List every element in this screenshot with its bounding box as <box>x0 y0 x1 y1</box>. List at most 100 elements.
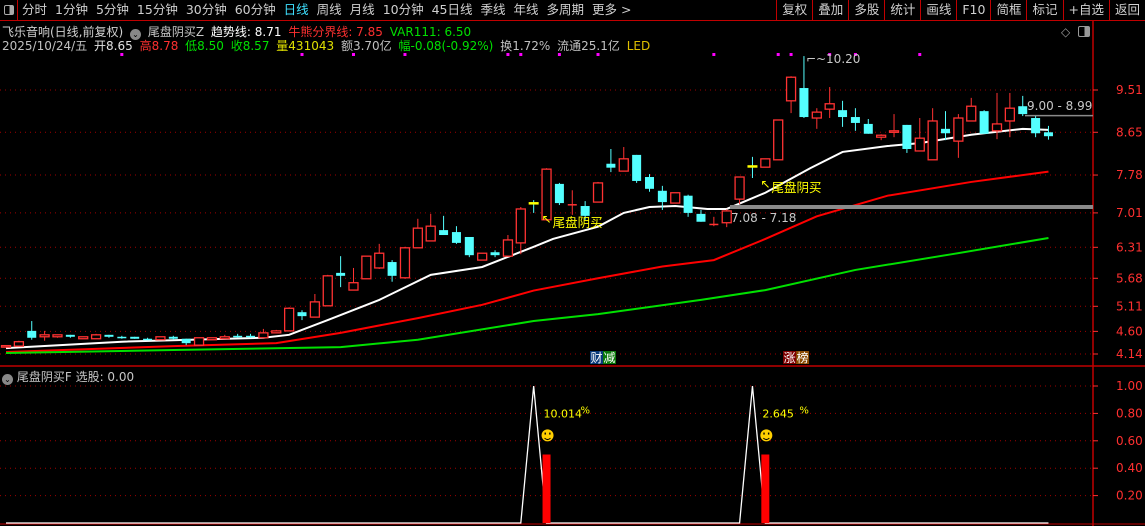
ma-line-1 <box>5 170 1049 354</box>
tool-buttons: 复权 叠加 多股 统计 画线 F10 简框 标记 +自选 返回 <box>776 0 1145 20</box>
price-tick-label: 5.68 <box>1116 271 1143 285</box>
smiley-mouth <box>762 437 770 441</box>
candle-down <box>104 334 114 337</box>
period-6[interactable]: 日线 <box>283 2 309 17</box>
pct-label: 10.014 <box>544 408 583 421</box>
toolbar-button-0[interactable]: 复权 <box>776 0 812 20</box>
candle-up <box>953 117 964 142</box>
period-4[interactable]: 30分钟 <box>185 2 227 17</box>
period-5[interactable]: 60分钟 <box>234 2 276 17</box>
signal-candle <box>747 165 758 168</box>
candle-down <box>683 195 693 213</box>
candle-up <box>219 336 230 340</box>
period-1[interactable]: 1分钟 <box>55 2 88 17</box>
stock-title: 飞乐音响(日线,前复权) <box>2 25 124 39</box>
price-tick-label: 4.60 <box>1116 324 1143 338</box>
event-tag-bg <box>783 351 797 364</box>
candle-down <box>979 111 989 134</box>
candle-down <box>130 336 140 339</box>
period-8[interactable]: 月线 <box>349 2 375 17</box>
candle-up <box>773 119 784 161</box>
formula-dropdown-icon[interactable]: ⌄ <box>130 29 142 40</box>
quote-line: 2025/10/24/五 开8.65 高8.78 低8.50 收8.57 量43… <box>2 37 653 54</box>
ind-tick-label: 0.60 <box>1116 434 1143 448</box>
period-7[interactable]: 周线 <box>316 2 342 17</box>
candle-down <box>709 223 719 226</box>
price-tick-label: 8.65 <box>1116 125 1143 139</box>
period-14[interactable]: 更多 > <box>592 2 632 17</box>
candle-down <box>181 338 191 344</box>
candle-up <box>966 105 977 122</box>
price-tick-label: 4.14 <box>1116 347 1143 361</box>
candle-down <box>464 236 474 256</box>
price-tick-label: 7.01 <box>1116 206 1143 220</box>
event-tag-bg <box>796 351 810 364</box>
price-tick-label: 9.51 <box>1116 83 1143 97</box>
candle-down <box>941 128 951 134</box>
indicator-dropdown-icon[interactable]: ⌄ <box>2 374 13 385</box>
smiley-eye <box>544 432 546 435</box>
period-13[interactable]: 多周期 <box>546 2 585 17</box>
event-tag: 榜 <box>797 350 809 365</box>
trend-value: 趋势线: 8.71 <box>210 25 282 39</box>
ind-tick-label: 0.20 <box>1116 489 1143 503</box>
ind-tick-label: 1.00 <box>1116 379 1143 393</box>
candle-up <box>888 130 900 133</box>
toolbar-button-4[interactable]: 画线 <box>920 0 956 20</box>
quote-float: 流通25.1亿 <box>557 39 620 53</box>
signal-label: 尾盘阴买 <box>771 180 821 195</box>
pct-unit: % <box>581 405 591 416</box>
panel-toggle-icon[interactable] <box>0 0 18 20</box>
period-2[interactable]: 5分钟 <box>95 2 129 17</box>
period-12[interactable]: 年线 <box>513 2 539 17</box>
toolbar-button-9[interactable]: 返回 <box>1108 0 1145 20</box>
candle-up <box>78 336 89 340</box>
high-price-label: ⌐~10.20 <box>806 52 860 66</box>
period-9[interactable]: 10分钟 <box>382 2 424 17</box>
layout-toggle-icon[interactable] <box>1078 26 1090 37</box>
toolbar-button-1[interactable]: 叠加 <box>812 0 848 20</box>
period-10[interactable]: 45日线 <box>431 2 473 17</box>
candle-down <box>580 206 590 216</box>
period-11[interactable]: 季线 <box>480 2 506 17</box>
smiley-eye <box>549 432 551 435</box>
quote-sector[interactable]: LED <box>626 39 651 53</box>
candle-up <box>258 332 269 339</box>
candle-down <box>439 230 449 236</box>
indicator-title[interactable]: 尾盘阴买F <box>16 370 72 384</box>
toolbar-button-8[interactable]: +自选 <box>1062 0 1109 20</box>
candle-up <box>271 330 282 334</box>
candle-up <box>0 344 12 348</box>
quote-high: 8.78 <box>151 39 179 53</box>
toolbar: 分时 1分钟 5分钟 15分钟 30分钟 60分钟 日线 周线 月线 10分钟 45日线 季线 年线 多周… <box>0 0 1145 21</box>
candle-down <box>838 110 848 118</box>
period-0[interactable]: 分时 <box>22 2 48 17</box>
marker-dot <box>120 53 124 56</box>
candle-down <box>297 312 307 317</box>
candle-up <box>425 225 436 242</box>
formula-name[interactable]: 尾盘阴买Z <box>147 25 205 39</box>
marker-dot <box>712 53 716 56</box>
signal-arrow-icon: ↖ <box>542 212 552 226</box>
price-tick-label: 6.31 <box>1116 240 1143 254</box>
toolbar-button-5[interactable]: F10 <box>956 0 990 20</box>
candle-up <box>206 337 218 341</box>
toolbar-button-3[interactable]: 统计 <box>884 0 920 20</box>
quote-turnover: 换1.72% <box>500 39 551 53</box>
toolbar-button-7[interactable]: 标记 <box>1026 0 1062 20</box>
range-label-1: 7.08 - 7.18 <box>731 211 796 225</box>
toolbar-button-2[interactable]: 多股 <box>848 0 884 20</box>
signal-candle <box>528 202 539 205</box>
toolbar-button-6[interactable]: 简框 <box>990 0 1026 20</box>
candle-up <box>515 208 526 244</box>
candle-down <box>657 190 667 203</box>
candle-down <box>233 335 243 338</box>
diamond-icon[interactable]: ◇ <box>1061 25 1071 39</box>
candle-down <box>451 232 461 243</box>
candle-down <box>696 213 706 222</box>
signal-label: 尾盘阴买 <box>553 215 603 230</box>
period-3[interactable]: 15分钟 <box>136 2 178 17</box>
candle-down <box>1018 106 1028 115</box>
ind-tick-label: 0.80 <box>1116 406 1143 420</box>
